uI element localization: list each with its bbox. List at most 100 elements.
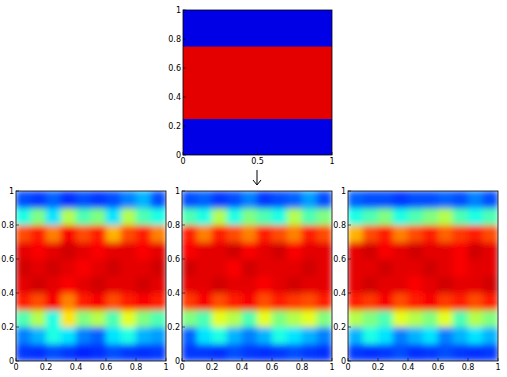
heatmap-cell xyxy=(423,310,439,328)
x-tick-label: 0.6 xyxy=(432,363,445,372)
heatmap-cell xyxy=(348,259,363,277)
x-tick-label: 0 xyxy=(179,363,184,372)
heatmap-cell xyxy=(242,344,258,361)
arrow xyxy=(253,170,261,185)
y-tick xyxy=(183,39,186,40)
heatmap-cell xyxy=(242,208,258,226)
heatmap-cell xyxy=(257,208,273,226)
heatmap-cell xyxy=(348,191,363,208)
heatmap-cell xyxy=(348,242,363,260)
heatmap-cell xyxy=(242,191,258,208)
heatmap-cell xyxy=(182,276,197,294)
heatmap-cell xyxy=(257,310,273,328)
heatmap-cell xyxy=(91,191,107,208)
heatmap-cell xyxy=(182,225,197,243)
heatmap-cell xyxy=(317,242,332,260)
heatmap-cell xyxy=(31,327,47,345)
x-tick-label: 0 xyxy=(180,157,185,166)
heatmap-cell xyxy=(106,191,122,208)
heatmap-cell xyxy=(378,293,394,311)
heatmap-cell xyxy=(91,293,107,311)
y-tick-label: 0 xyxy=(175,357,180,366)
heatmap-cell xyxy=(197,225,213,243)
heatmap-cell xyxy=(453,276,469,294)
y-tick xyxy=(348,259,351,260)
y-tick-label: 1 xyxy=(9,187,14,196)
heatmap-cell xyxy=(61,310,77,328)
heatmap-cell xyxy=(212,242,228,260)
heatmap-cell xyxy=(317,327,332,345)
heatmap-cell xyxy=(317,208,332,226)
y-tick xyxy=(348,225,351,226)
heatmap-cell xyxy=(183,118,332,155)
heatmap-cell xyxy=(31,208,47,226)
heatmap-cell xyxy=(76,276,92,294)
heatmap-cell xyxy=(182,242,197,260)
heatmap-cell xyxy=(182,344,197,361)
x-tick xyxy=(332,358,333,361)
heatmap-cell xyxy=(242,276,258,294)
heatmap-cell xyxy=(197,327,213,345)
heatmap-cell xyxy=(136,242,152,260)
heatmap-cells xyxy=(183,10,332,155)
heatmap-cell xyxy=(16,344,31,361)
heatmap-cell xyxy=(31,310,47,328)
heatmap-cell xyxy=(151,259,166,277)
heatmap-cell xyxy=(257,191,273,208)
heatmap-cell xyxy=(317,293,332,311)
heatmap-cell xyxy=(121,310,137,328)
plot-frame xyxy=(182,191,332,361)
heatmap-cell xyxy=(31,191,47,208)
plot-area xyxy=(16,191,166,361)
heatmap-cell xyxy=(408,191,424,208)
heatmap-cell xyxy=(438,344,454,361)
heatmap-cell xyxy=(483,242,498,260)
heatmap-cell xyxy=(227,327,243,345)
heatmap-cells xyxy=(16,191,166,361)
y-tick-label: 0.4 xyxy=(1,289,14,298)
plot-area xyxy=(183,10,332,155)
x-tick xyxy=(468,358,469,361)
heatmap-cell xyxy=(348,293,363,311)
y-tick xyxy=(16,225,19,226)
heatmap-cell xyxy=(197,259,213,277)
heatmap-cell xyxy=(227,310,243,328)
heatmap-cell xyxy=(76,225,92,243)
heatmap-cell xyxy=(242,310,258,328)
heatmap-cell xyxy=(227,191,243,208)
heatmap-cell xyxy=(136,208,152,226)
heatmap-cell xyxy=(423,293,439,311)
heatmap-cell xyxy=(61,293,77,311)
heatmap-cell xyxy=(257,327,273,345)
heatmap-cell xyxy=(91,259,107,277)
x-tick xyxy=(348,358,349,361)
heatmap-cell xyxy=(483,259,498,277)
heatmap-cell xyxy=(227,225,243,243)
y-tick xyxy=(182,327,185,328)
heatmap-cell xyxy=(182,327,197,345)
x-tick-label: 0 xyxy=(13,363,18,372)
y-tick xyxy=(182,361,185,362)
heatmap-cell xyxy=(121,327,137,345)
heatmap-cell xyxy=(197,208,213,226)
heatmap-cell xyxy=(31,225,47,243)
heatmap-cell xyxy=(408,327,424,345)
heatmap-cell xyxy=(408,276,424,294)
heatmap-cell xyxy=(16,225,31,243)
heatmap-cell xyxy=(468,242,484,260)
heatmap-cell xyxy=(272,293,288,311)
heatmap-cell xyxy=(121,225,137,243)
y-tick-label: 0.2 xyxy=(333,323,346,332)
heatmap-cell xyxy=(302,208,318,226)
heatmap-cell xyxy=(272,242,288,260)
heatmap-cell xyxy=(16,293,31,311)
heatmap-cell xyxy=(16,276,31,294)
heatmap-cell xyxy=(136,310,152,328)
heatmap-cell xyxy=(46,344,62,361)
y-tick xyxy=(183,155,186,156)
heatmap-cell xyxy=(91,327,107,345)
y-tick-label: 0.8 xyxy=(167,221,180,230)
heatmap-cell xyxy=(182,310,197,328)
heatmap-cell xyxy=(287,293,303,311)
heatmap-cell xyxy=(378,191,394,208)
